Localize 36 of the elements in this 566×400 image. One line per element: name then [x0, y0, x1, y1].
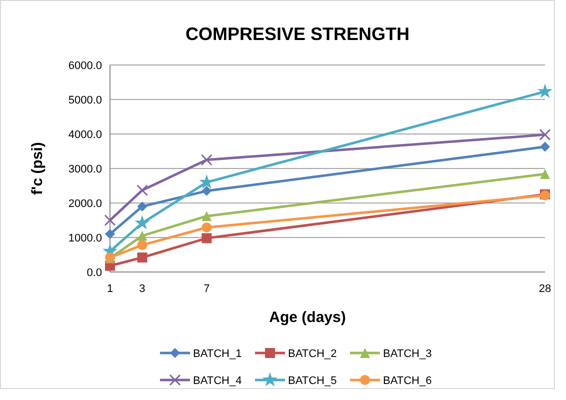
- x-axis-title: Age (days): [269, 309, 346, 326]
- y-tick-label: 5000.0: [68, 94, 102, 106]
- legend-label: BATCH_2: [288, 348, 337, 360]
- point: [137, 230, 148, 241]
- y-tick-label: 6000.0: [68, 60, 102, 72]
- x-tick-label: 7: [204, 283, 210, 295]
- point: [202, 211, 212, 222]
- point: [540, 142, 550, 152]
- legend-label: BATCH_4: [193, 375, 242, 387]
- x-tick-label: 3: [139, 283, 146, 295]
- y-tick-label: 3000.0: [68, 164, 102, 176]
- point: [202, 222, 212, 232]
- point: [202, 233, 212, 244]
- legend-label: BATCH_6: [383, 375, 432, 387]
- y-tick-label: 2000.0: [68, 198, 102, 210]
- point: [137, 240, 148, 250]
- y-tick-label: 1000.0: [68, 232, 102, 244]
- chart-title: COMPRESIVE STRENGTH: [185, 24, 410, 44]
- point: [137, 201, 148, 212]
- legend-label: BATCH_3: [383, 348, 432, 360]
- point: [105, 229, 115, 240]
- legend-label: BATCH_5: [288, 375, 337, 387]
- point: [200, 154, 212, 166]
- y-tick-label: 0.0: [86, 267, 102, 279]
- point: [137, 252, 148, 263]
- x-tick-label: 1: [106, 283, 114, 295]
- point: [540, 169, 550, 180]
- y-axis-title: f'c (psi): [29, 142, 46, 195]
- x-tick-label: 28: [538, 283, 552, 295]
- point: [104, 214, 116, 226]
- point: [134, 215, 150, 230]
- y-tick-label: 4000.0: [68, 129, 102, 141]
- legend-label: BATCH_1: [193, 348, 242, 360]
- point: [202, 186, 212, 196]
- point: [537, 84, 553, 98]
- point: [539, 128, 551, 140]
